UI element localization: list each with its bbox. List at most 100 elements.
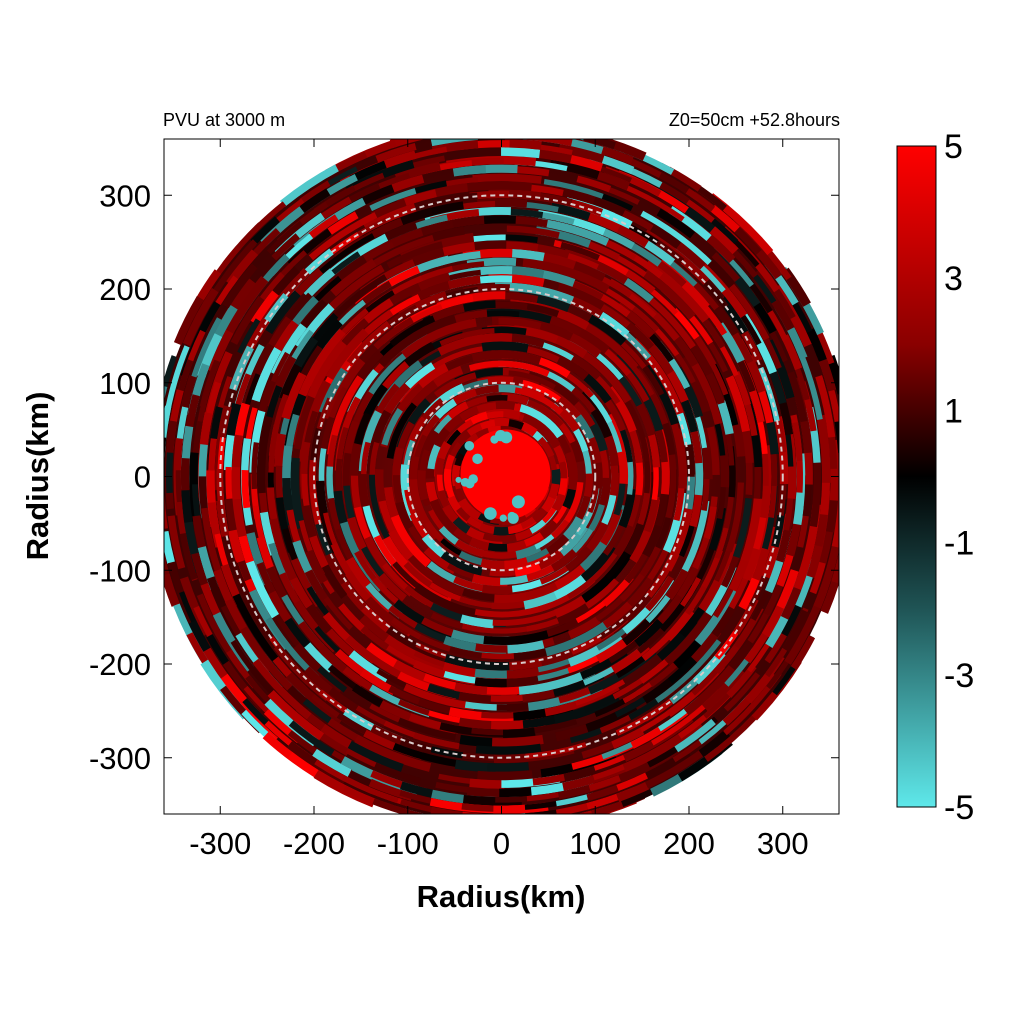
field-cell (555, 722, 594, 742)
field-cell (743, 374, 768, 455)
field-cell (793, 342, 823, 421)
y-tick-label: 300 (99, 178, 151, 213)
field-cell (417, 470, 429, 501)
field-cell (389, 315, 436, 347)
field-cell (573, 345, 632, 404)
field-cell (227, 529, 245, 564)
reference-circles (219, 194, 784, 759)
field-cell (223, 434, 235, 471)
field-cell (594, 190, 634, 211)
field-cell (487, 542, 510, 552)
field-cell (368, 474, 402, 559)
y-tick-label: 100 (99, 366, 151, 401)
field-cell (558, 143, 605, 164)
field-cell (567, 616, 601, 640)
field-cell (298, 520, 335, 595)
field-cell (601, 356, 656, 437)
field-cell (326, 466, 335, 503)
field-cell (717, 400, 735, 435)
field-cell (347, 740, 404, 772)
field-cell (298, 328, 346, 397)
field-cell (179, 532, 198, 581)
field-cell (464, 701, 508, 711)
field-cell (546, 590, 620, 637)
field-cell (684, 474, 696, 510)
field-cell (522, 258, 610, 294)
field-cell (515, 543, 542, 561)
field-cell (623, 239, 662, 267)
field-cell (732, 371, 752, 406)
y-axis-title: Radius(km) (20, 392, 55, 561)
field-cell (475, 743, 542, 755)
field-cell (378, 572, 407, 602)
field-cell (551, 468, 561, 485)
field-cell (791, 421, 803, 461)
field-cell (413, 732, 460, 750)
field-cell (294, 188, 331, 217)
field-cell (165, 452, 174, 494)
field-cell (317, 731, 351, 757)
field-cell (705, 371, 725, 405)
field-cell (557, 282, 606, 310)
field-cell (764, 247, 792, 281)
field-cell (655, 639, 722, 703)
field-cell (338, 603, 369, 635)
colorbar-tick-label: 3 (944, 260, 963, 298)
field-cell (501, 335, 545, 348)
field-cell (346, 320, 392, 366)
field-cell (787, 371, 808, 423)
field-cell (256, 415, 273, 494)
field-cell (281, 445, 293, 482)
field-cell (663, 530, 688, 572)
field-cell (375, 143, 417, 163)
field-cell (744, 669, 775, 704)
field-cell (601, 574, 634, 607)
field-cell (448, 309, 488, 325)
field-cell (615, 385, 650, 462)
field-cell (180, 458, 191, 498)
field-cell (433, 372, 477, 398)
field-cell (521, 379, 562, 403)
field-cell (269, 518, 305, 596)
y-tick-label: -300 (89, 741, 151, 776)
field-cell (420, 139, 426, 141)
field-cell (432, 575, 470, 598)
field-cell (359, 614, 396, 646)
field-cell (359, 668, 397, 695)
field-core-patch (507, 511, 517, 521)
field-cell (576, 175, 612, 193)
x-tick-label: -300 (189, 826, 251, 861)
field-cell (461, 622, 546, 634)
field-cell (524, 808, 565, 814)
field-cell (673, 639, 702, 670)
field-cell (732, 498, 752, 559)
field-cell (251, 346, 282, 402)
field-cell (698, 729, 731, 758)
field-cell (504, 139, 542, 150)
field-cell (642, 379, 676, 456)
field-cell (526, 791, 560, 802)
field-cell (575, 679, 626, 706)
field-cell (363, 383, 388, 417)
x-tick-label: -200 (283, 826, 345, 861)
field-cell (744, 355, 767, 394)
field-cell (471, 573, 508, 587)
field-cell (617, 422, 634, 495)
field-cell (448, 388, 478, 408)
field-cell (725, 482, 745, 553)
field-core-patch (484, 507, 497, 520)
field-cell (505, 418, 524, 430)
field-cell (360, 344, 418, 409)
field-cell (369, 188, 417, 212)
field-cell (352, 412, 372, 451)
field-cell (280, 371, 307, 420)
field-cell (723, 672, 761, 712)
field-cell (448, 442, 462, 460)
field-cell (525, 742, 587, 760)
field-cell (182, 287, 219, 347)
field-cell (309, 535, 332, 574)
field-cell (345, 748, 381, 770)
field-cell (714, 545, 733, 582)
field-cell (566, 331, 602, 358)
field-cell (831, 552, 839, 584)
